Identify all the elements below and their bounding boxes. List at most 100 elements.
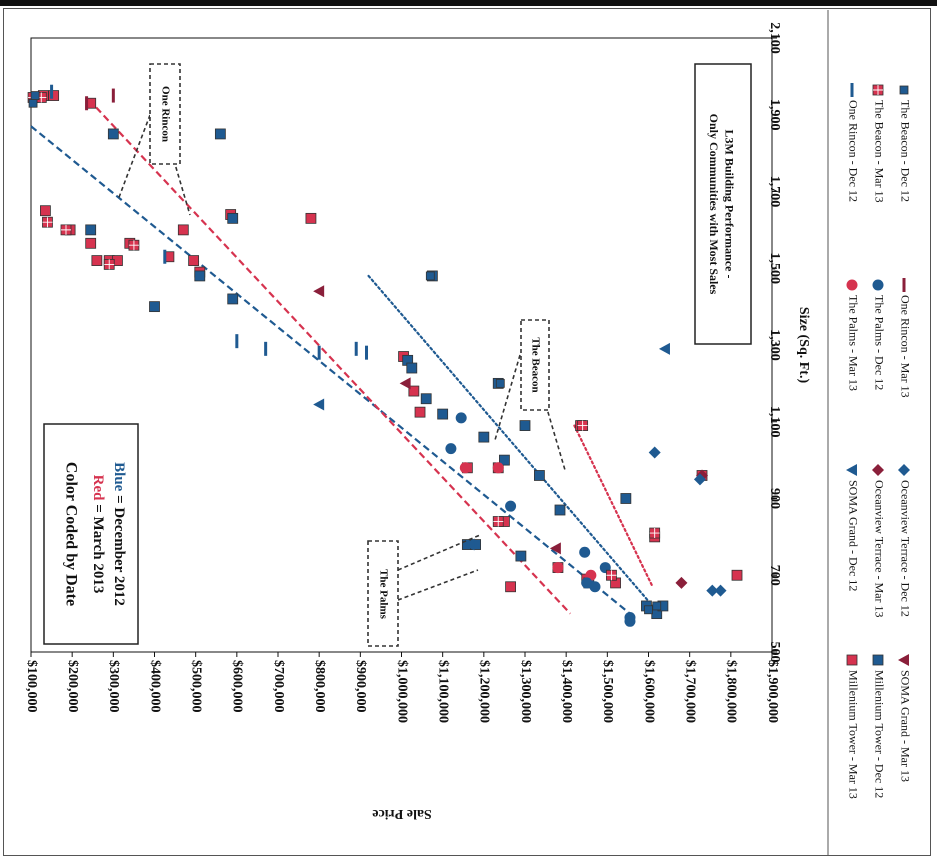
data-point	[214, 128, 226, 140]
y-axis-title: Sale Price	[372, 806, 431, 821]
arrow-palms-2	[397, 569, 479, 601]
x-tick-label: 500	[767, 642, 782, 663]
data-point-hatch	[493, 516, 504, 527]
trendline-red-dashed-main	[87, 98, 572, 615]
data-point	[408, 385, 420, 397]
data-point	[163, 249, 167, 264]
legend-item: SOMA Grand - Mar 13	[898, 654, 912, 782]
callout-the-palms-label: The Palms	[377, 569, 389, 620]
data-point	[495, 378, 505, 388]
data-point	[425, 271, 435, 281]
data-point	[706, 584, 719, 597]
y-tick-label: $1,700,000	[682, 660, 697, 723]
y-tick-label: $300,000	[106, 660, 121, 713]
data-point	[194, 270, 206, 282]
data-point	[644, 605, 653, 615]
legend-marker	[846, 654, 858, 666]
data-point	[317, 345, 321, 360]
data-point	[60, 224, 72, 236]
legend-item: Millenium Tower - Dec 12	[872, 654, 886, 798]
data-point	[606, 569, 617, 581]
legend-marker	[872, 279, 884, 291]
data-point	[42, 216, 53, 228]
x-axis-ticks: 500 700 900 1,100 1,300 1,500 1,700 1,900 2,100	[767, 22, 782, 662]
data-point	[85, 96, 89, 111]
data-point	[188, 255, 200, 266]
legend-marker	[898, 464, 910, 476]
data-point	[227, 293, 239, 305]
y-tick-label: $1,000,000	[394, 660, 409, 723]
series-6	[459, 462, 597, 581]
y-tick-label: $1,200,000	[477, 660, 492, 723]
data-point	[515, 550, 527, 562]
y-tick-label: $200,000	[65, 660, 80, 713]
callout-the-beacon-label: The Beacon	[529, 337, 541, 392]
chart-title-box: L3M Building Performance -Only Communiti…	[694, 63, 752, 345]
plot-area	[30, 37, 773, 653]
data-point	[459, 462, 471, 474]
legend-label: Millenium Tower - Dec 12	[872, 670, 886, 798]
data-point	[534, 470, 545, 481]
data-point	[549, 542, 561, 555]
data-point	[177, 224, 189, 236]
data-point	[552, 562, 564, 574]
blue-rest: = December 2012	[111, 491, 127, 606]
data-point	[648, 446, 661, 459]
y-tick-label: $1,300,000	[518, 660, 533, 723]
color-code-box: Color Coded by Date Red = March 2013 Blu…	[43, 423, 139, 645]
data-point-hatch	[104, 259, 115, 270]
data-point	[149, 301, 160, 313]
x-tick-label: 900	[767, 488, 782, 509]
y-tick-label: $700,000	[271, 660, 286, 713]
data-point	[463, 538, 475, 551]
data-point	[85, 237, 97, 249]
data-point	[365, 345, 369, 360]
data-point	[50, 84, 54, 99]
legend-marker	[846, 279, 858, 291]
data-point	[714, 584, 727, 597]
data-point	[420, 393, 432, 405]
x-tick-label: 1,300	[767, 329, 782, 361]
legend-label: The Palms - Dec 12	[872, 295, 886, 390]
trendline-blue-dotted-beacon	[367, 274, 654, 608]
data-point	[264, 341, 268, 356]
data-point	[505, 500, 517, 512]
trendlines	[30, 98, 654, 615]
y-axis-ticks: $100,000 $200,000 $300,000 $400,000 $500,000…	[24, 652, 780, 723]
data-point-hatch	[60, 224, 71, 235]
legend-label: SOMA Grand - Dec 12	[846, 480, 860, 591]
x-tick-label: 2,100	[767, 22, 782, 54]
data-point	[85, 224, 97, 236]
legend-marker	[899, 85, 909, 95]
data-point	[693, 473, 706, 486]
data-point	[581, 577, 593, 589]
blue-word: Blue	[111, 462, 127, 492]
legend-item: Oceanview Terrace - Mar 13	[872, 464, 886, 618]
data-point-hatch	[128, 240, 139, 251]
x-axis-title: Size (Sq. Ft.)	[796, 307, 811, 384]
data-point	[437, 408, 449, 420]
y-tick-label: $1,100,000	[435, 660, 450, 723]
legend-marker	[902, 278, 906, 292]
legend-marker	[872, 84, 884, 96]
red-rest: = March 2013	[90, 501, 106, 594]
color-code-title: Color Coded by Date	[62, 462, 79, 606]
data-point	[414, 406, 426, 418]
x-tick-label: 1,900	[767, 99, 782, 131]
legend-label: Oceanview Terrace - Mar 13	[872, 480, 886, 618]
y-tick-label: $1,400,000	[559, 660, 574, 723]
data-point	[28, 98, 38, 108]
data-point	[624, 615, 636, 627]
y-tick-label: $900,000	[353, 660, 368, 713]
data-point	[313, 398, 325, 411]
data-point	[455, 412, 467, 424]
series-3	[313, 342, 670, 551]
data-point	[505, 581, 516, 593]
data-point	[48, 90, 60, 101]
x-tick-label: 1,100	[767, 406, 782, 438]
data-point	[589, 581, 601, 593]
data-point	[399, 377, 411, 390]
data-point	[227, 212, 239, 224]
callout-one-rincon-label: One Rincon	[159, 86, 171, 142]
data-points	[27, 84, 743, 627]
